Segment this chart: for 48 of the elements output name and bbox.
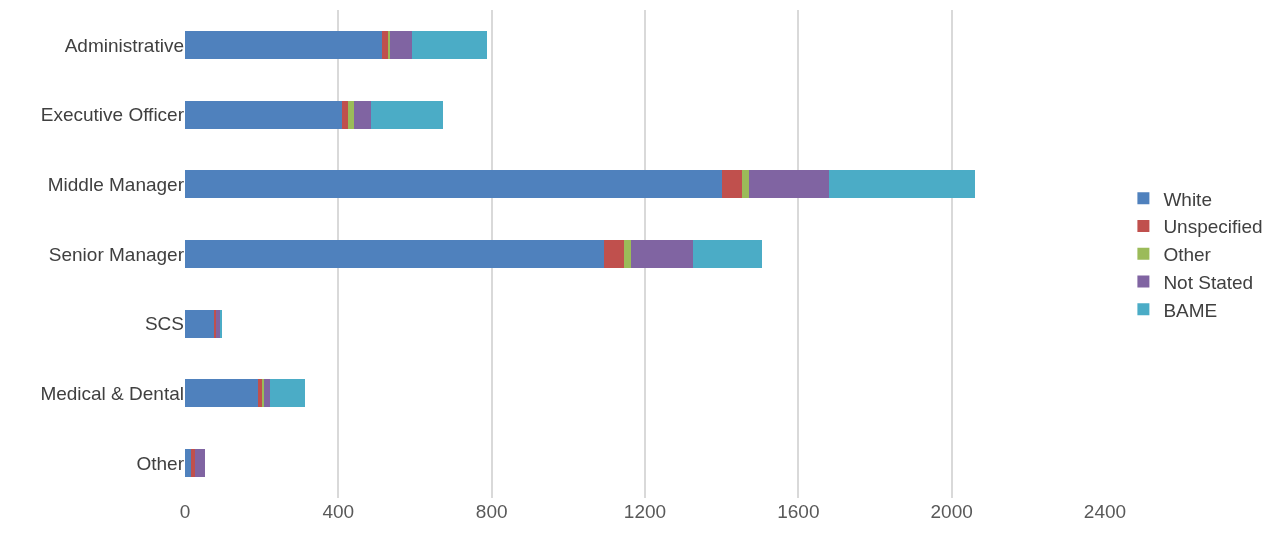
legend-label: Not Stated (1163, 271, 1254, 293)
bar (390, 30, 412, 59)
bar (624, 240, 632, 268)
bar (722, 170, 742, 199)
x-tick-label: 2400 (1083, 501, 1127, 522)
bar (382, 30, 389, 59)
x-tick-label: 1200 (623, 501, 667, 522)
y-tick-label: Other (136, 452, 185, 474)
legend-label: White (1163, 188, 1212, 210)
bar (185, 240, 605, 268)
bar (185, 30, 383, 59)
bar (353, 100, 371, 129)
bar (631, 240, 693, 268)
bar (829, 170, 975, 199)
legend-label: BAME (1163, 299, 1218, 321)
bar (185, 170, 723, 199)
bar (269, 379, 305, 408)
x-tick-label: 0 (179, 501, 191, 522)
legend-label: Other (1163, 244, 1212, 266)
x-tick-label: 400 (322, 501, 355, 522)
x-tick-label: 1600 (777, 501, 820, 522)
bar (185, 449, 191, 478)
x-tick-label: 2000 (930, 501, 973, 522)
bar (342, 100, 349, 129)
y-tick-label: SCS (144, 313, 184, 335)
bar (194, 449, 205, 478)
bar (185, 379, 258, 408)
y-tick-label: Middle Manager (47, 173, 185, 195)
y-tick-label: Administrative (64, 34, 184, 56)
x-tick-label: 800 (475, 501, 508, 522)
bar (185, 100, 343, 129)
y-tick-label: Medical & Dental (40, 383, 184, 405)
bar (185, 309, 215, 338)
bar (604, 240, 625, 268)
bar (692, 240, 763, 268)
bar (748, 170, 829, 199)
bar (741, 170, 749, 199)
bar (190, 449, 195, 478)
y-tick-label: Senior Manager (48, 243, 185, 265)
bar (216, 309, 221, 338)
bar (257, 379, 262, 408)
legend-label: Unspecified (1163, 216, 1263, 238)
bar (411, 30, 487, 59)
bar (263, 379, 270, 408)
bar (348, 100, 354, 129)
bar (214, 309, 217, 338)
bar (370, 100, 443, 129)
y-tick-label: Executive Officer (40, 104, 185, 126)
